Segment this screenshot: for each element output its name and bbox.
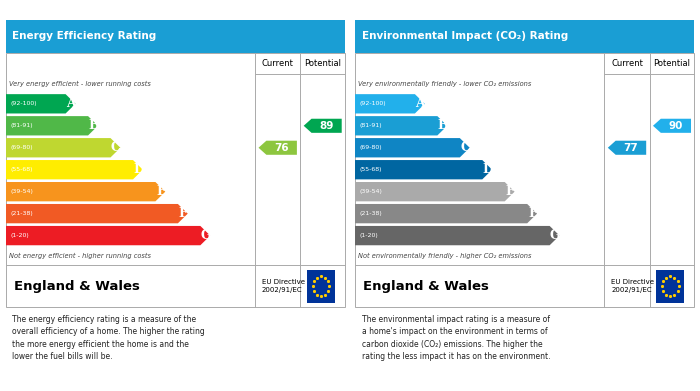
Polygon shape bbox=[304, 119, 342, 133]
Text: The energy efficiency rating is a measure of the
overall efficiency of a home. T: The energy efficiency rating is a measur… bbox=[13, 314, 205, 361]
Text: Not energy efficient - higher running costs: Not energy efficient - higher running co… bbox=[9, 253, 151, 259]
Polygon shape bbox=[355, 94, 425, 113]
Bar bbox=[657, 269, 684, 303]
Polygon shape bbox=[6, 226, 210, 245]
Polygon shape bbox=[355, 204, 537, 223]
Text: Current: Current bbox=[611, 59, 643, 68]
Text: (21-38): (21-38) bbox=[360, 211, 383, 216]
Text: A: A bbox=[66, 97, 76, 110]
Text: (1-20): (1-20) bbox=[360, 233, 379, 238]
Bar bbox=[355, 53, 694, 307]
Text: (55-68): (55-68) bbox=[10, 167, 33, 172]
Text: 89: 89 bbox=[319, 121, 333, 131]
Text: Current: Current bbox=[262, 59, 293, 68]
Text: England & Wales: England & Wales bbox=[363, 280, 489, 292]
Polygon shape bbox=[6, 160, 143, 179]
Text: EU Directive
2002/91/EC: EU Directive 2002/91/EC bbox=[262, 279, 305, 293]
Bar bbox=[355, 20, 694, 53]
Text: G: G bbox=[200, 229, 211, 242]
Text: EU Directive
2002/91/EC: EU Directive 2002/91/EC bbox=[611, 279, 655, 293]
Text: F: F bbox=[528, 207, 537, 220]
Polygon shape bbox=[6, 182, 165, 201]
Bar bbox=[6, 53, 345, 307]
Text: Environmental Impact (CO₂) Rating: Environmental Impact (CO₂) Rating bbox=[362, 31, 568, 41]
Text: C: C bbox=[460, 141, 470, 154]
Polygon shape bbox=[355, 226, 559, 245]
Text: Energy Efficiency Rating: Energy Efficiency Rating bbox=[13, 31, 157, 41]
Polygon shape bbox=[6, 94, 76, 113]
Text: A: A bbox=[416, 97, 425, 110]
Text: Not environmentally friendly - higher CO₂ emissions: Not environmentally friendly - higher CO… bbox=[358, 253, 532, 259]
Text: (81-91): (81-91) bbox=[360, 123, 383, 128]
Polygon shape bbox=[355, 182, 514, 201]
Polygon shape bbox=[355, 160, 492, 179]
Polygon shape bbox=[258, 141, 297, 155]
Text: (69-80): (69-80) bbox=[360, 145, 383, 150]
Text: D: D bbox=[482, 163, 493, 176]
Text: Very environmentally friendly - lower CO₂ emissions: Very environmentally friendly - lower CO… bbox=[358, 81, 532, 86]
Text: E: E bbox=[156, 185, 166, 198]
Text: (81-91): (81-91) bbox=[10, 123, 34, 128]
Text: G: G bbox=[550, 229, 561, 242]
Polygon shape bbox=[608, 141, 646, 155]
Text: England & Wales: England & Wales bbox=[14, 280, 140, 292]
Text: B: B bbox=[438, 119, 448, 132]
Text: (55-68): (55-68) bbox=[360, 167, 382, 172]
Text: 77: 77 bbox=[623, 143, 638, 153]
Text: (69-80): (69-80) bbox=[10, 145, 34, 150]
Text: (1-20): (1-20) bbox=[10, 233, 29, 238]
Text: (92-100): (92-100) bbox=[10, 101, 37, 106]
Bar bbox=[307, 269, 335, 303]
Text: Potential: Potential bbox=[654, 59, 690, 68]
Text: C: C bbox=[111, 141, 121, 154]
Polygon shape bbox=[6, 138, 120, 158]
Text: (21-38): (21-38) bbox=[10, 211, 34, 216]
Text: F: F bbox=[179, 207, 188, 220]
Polygon shape bbox=[355, 116, 447, 135]
Text: D: D bbox=[133, 163, 144, 176]
Text: Potential: Potential bbox=[304, 59, 341, 68]
Text: Very energy efficient - lower running costs: Very energy efficient - lower running co… bbox=[9, 81, 151, 86]
Bar bbox=[6, 20, 345, 53]
Text: (92-100): (92-100) bbox=[360, 101, 386, 106]
Polygon shape bbox=[653, 119, 691, 133]
Text: E: E bbox=[505, 185, 515, 198]
Text: The environmental impact rating is a measure of
a home's impact on the environme: The environmental impact rating is a mea… bbox=[362, 314, 550, 361]
Text: 76: 76 bbox=[274, 143, 288, 153]
Polygon shape bbox=[6, 116, 98, 135]
Polygon shape bbox=[6, 204, 188, 223]
Polygon shape bbox=[355, 138, 470, 158]
Text: (39-54): (39-54) bbox=[360, 189, 383, 194]
Text: B: B bbox=[88, 119, 99, 132]
Text: (39-54): (39-54) bbox=[10, 189, 34, 194]
Text: 90: 90 bbox=[668, 121, 682, 131]
